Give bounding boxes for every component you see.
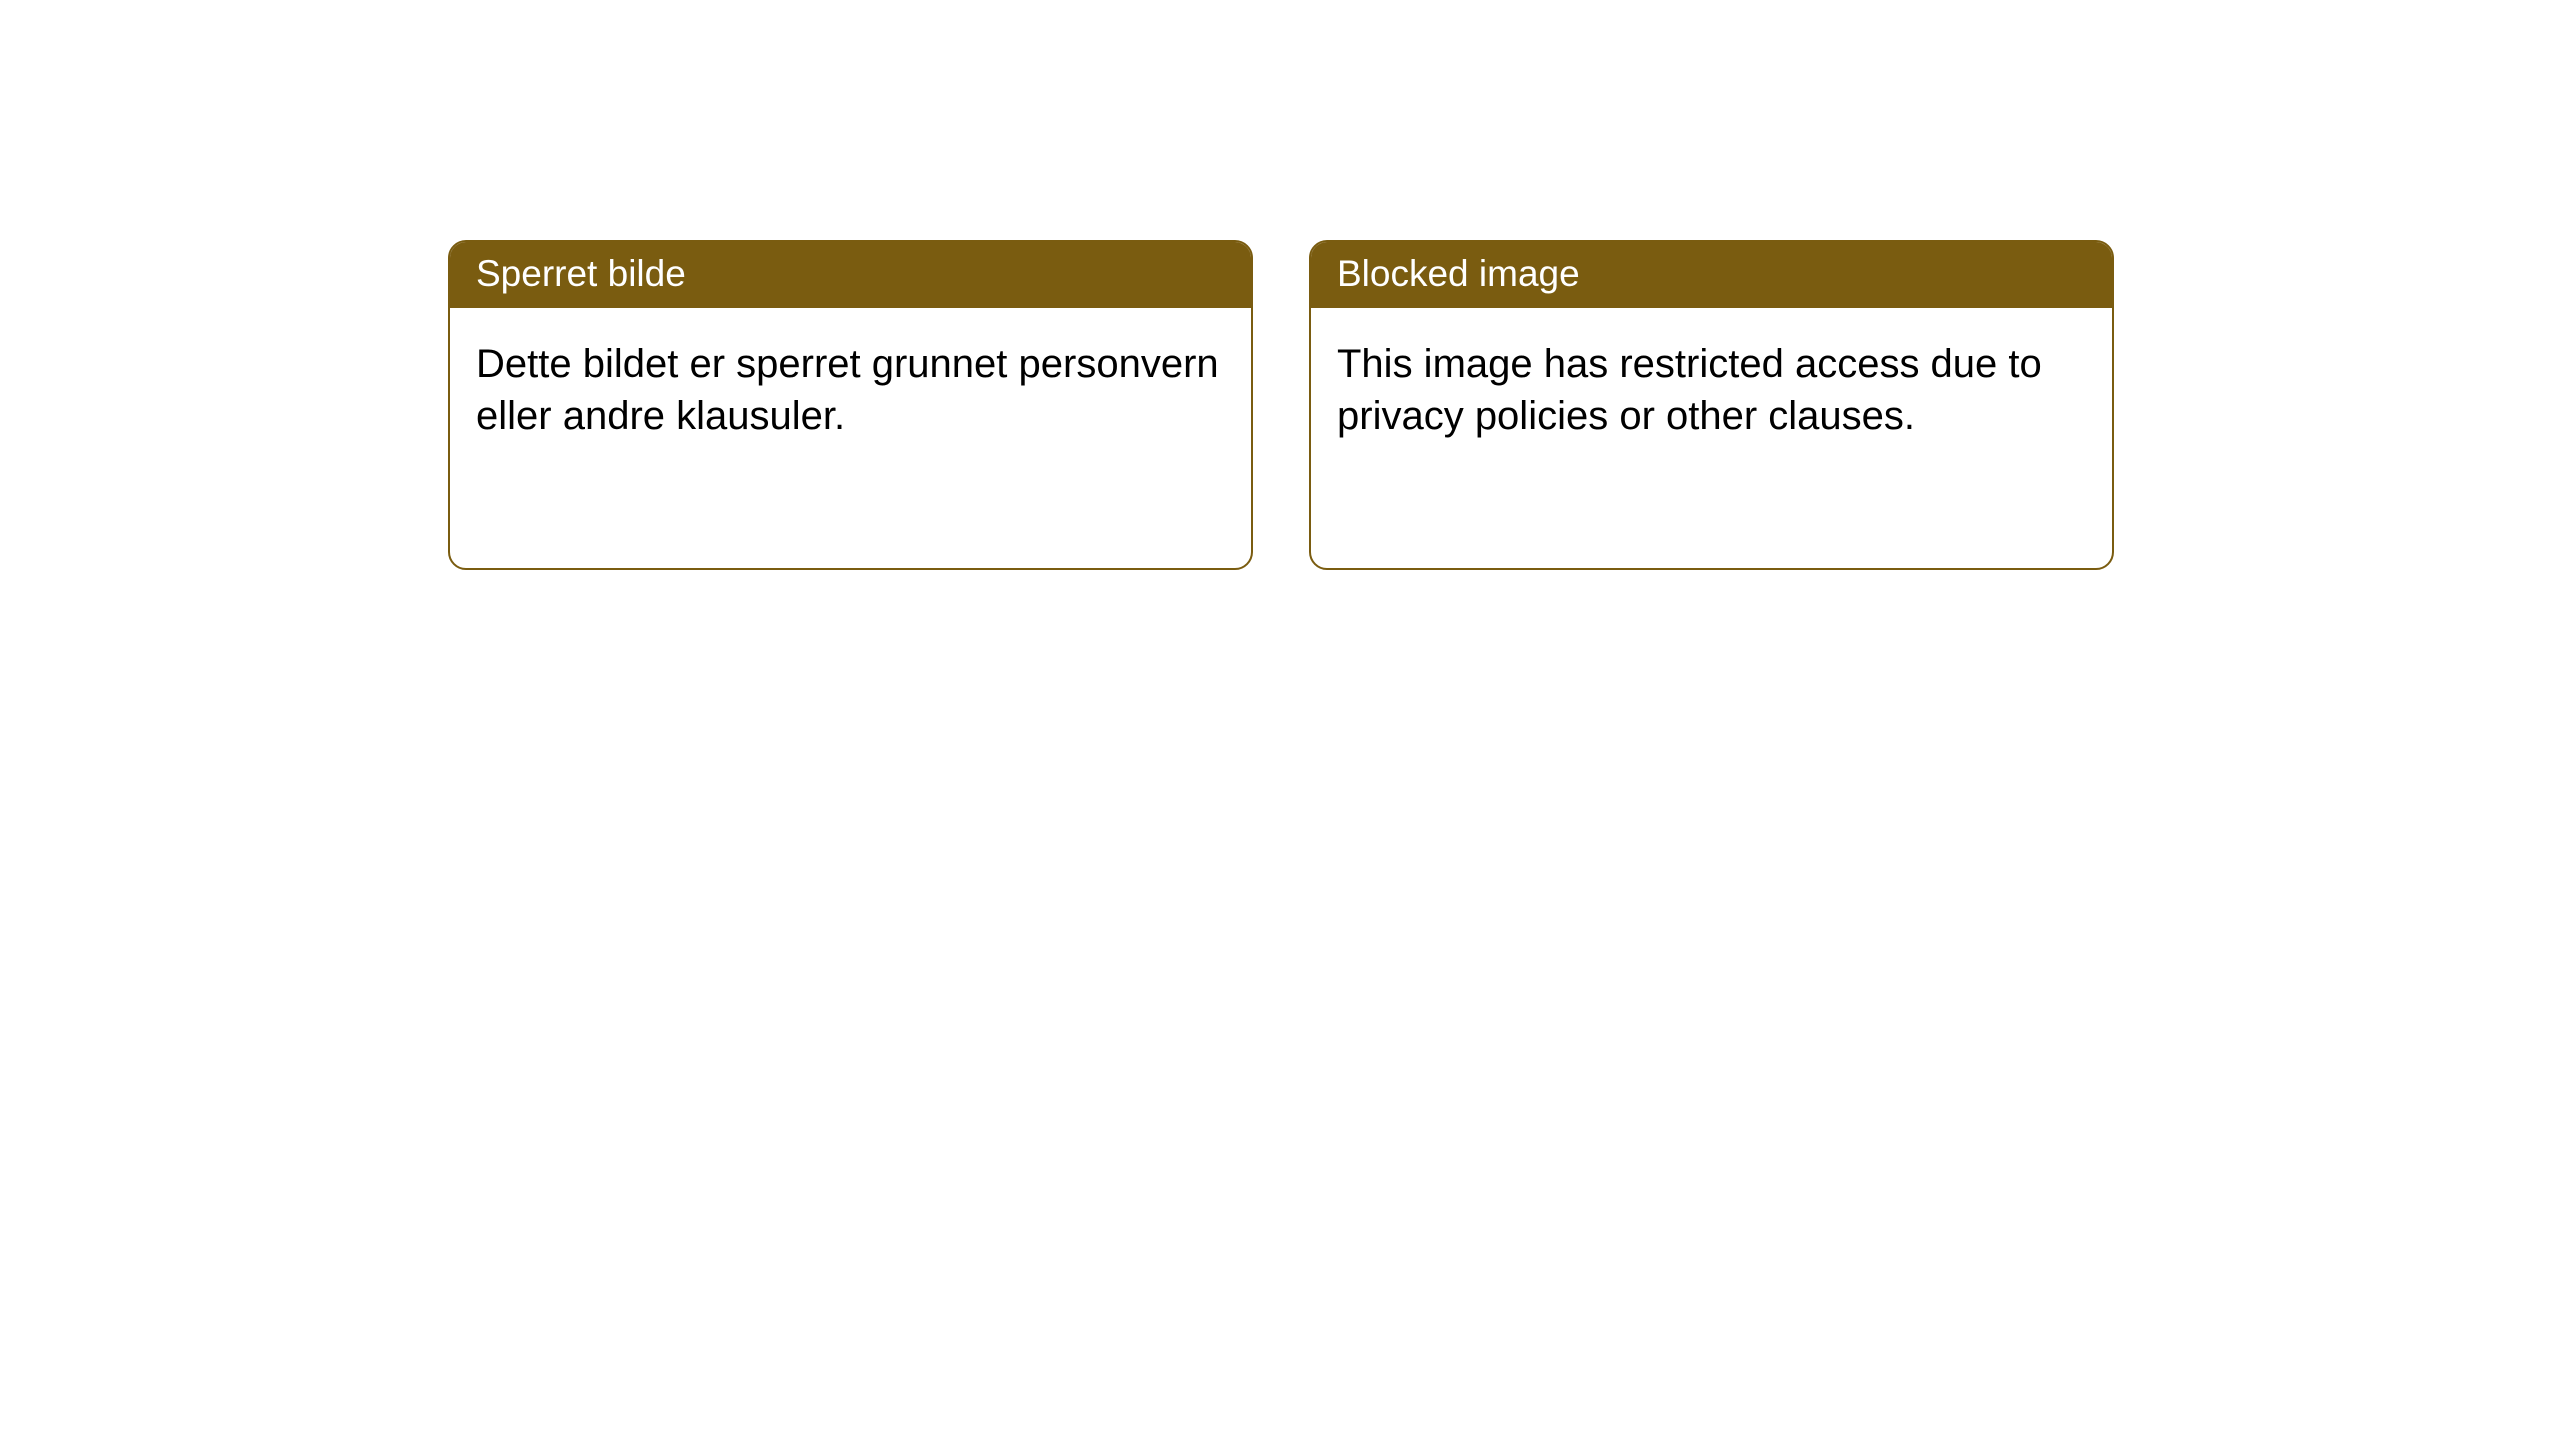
notice-body: Dette bildet er sperret grunnet personve… <box>450 308 1251 568</box>
notice-title: Blocked image <box>1337 253 1580 294</box>
notice-header: Sperret bilde <box>450 242 1251 308</box>
notice-title: Sperret bilde <box>476 253 686 294</box>
notice-card-norwegian: Sperret bilde Dette bildet er sperret gr… <box>448 240 1253 570</box>
notice-card-english: Blocked image This image has restricted … <box>1309 240 2114 570</box>
notice-header: Blocked image <box>1311 242 2112 308</box>
notice-body-text: Dette bildet er sperret grunnet personve… <box>476 342 1219 438</box>
notice-body: This image has restricted access due to … <box>1311 308 2112 568</box>
notice-container: Sperret bilde Dette bildet er sperret gr… <box>448 240 2114 570</box>
notice-body-text: This image has restricted access due to … <box>1337 342 2042 438</box>
